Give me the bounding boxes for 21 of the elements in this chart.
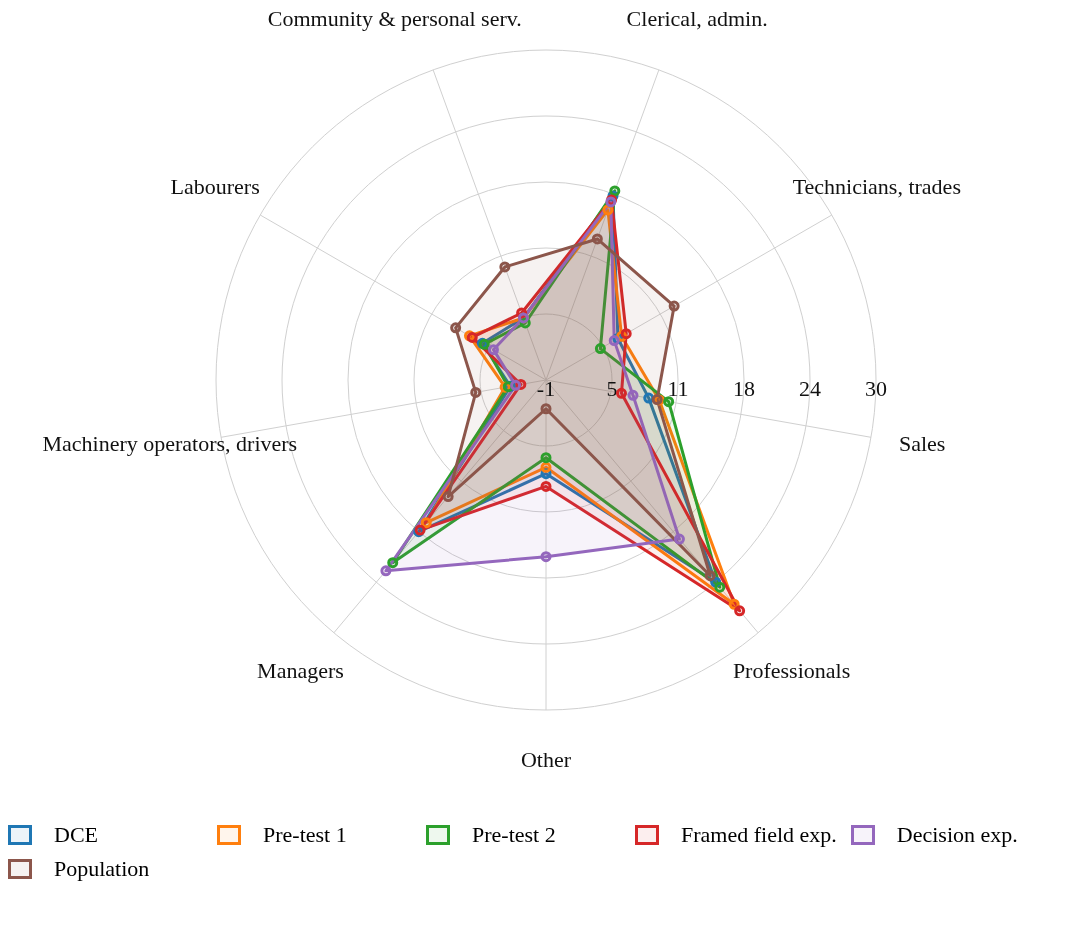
- y-tick-label: 11: [667, 376, 689, 401]
- spoke-label: Professionals: [732, 657, 851, 683]
- y-tick-label: -1: [536, 376, 556, 401]
- spoke-label: Sales: [898, 431, 946, 457]
- y-tick-label: 24: [799, 376, 821, 401]
- legend-label: Pre-test 2: [472, 822, 556, 848]
- spoke-label: Managers: [257, 657, 344, 683]
- legend-label: Population: [54, 856, 150, 882]
- spoke-label: Technicians, trades: [792, 174, 961, 200]
- legend-label: DCE: [54, 822, 98, 848]
- legend-label: Pre-test 1: [263, 822, 347, 848]
- legend-label: Decision exp.: [896, 822, 1018, 848]
- y-tick-label: 18: [733, 376, 755, 401]
- spoke-label: Other: [520, 747, 572, 773]
- legend-label: Framed field exp.: [681, 822, 837, 848]
- spoke-label: Labourers: [170, 174, 260, 200]
- y-tick-label: 30: [865, 376, 887, 401]
- spoke-label: Community & personal serv.: [267, 6, 522, 32]
- y-tick-label: 5: [606, 376, 618, 401]
- spoke-label: Machinery operators, drivers: [42, 431, 298, 457]
- spoke-label: Clerical, admin.: [626, 6, 768, 32]
